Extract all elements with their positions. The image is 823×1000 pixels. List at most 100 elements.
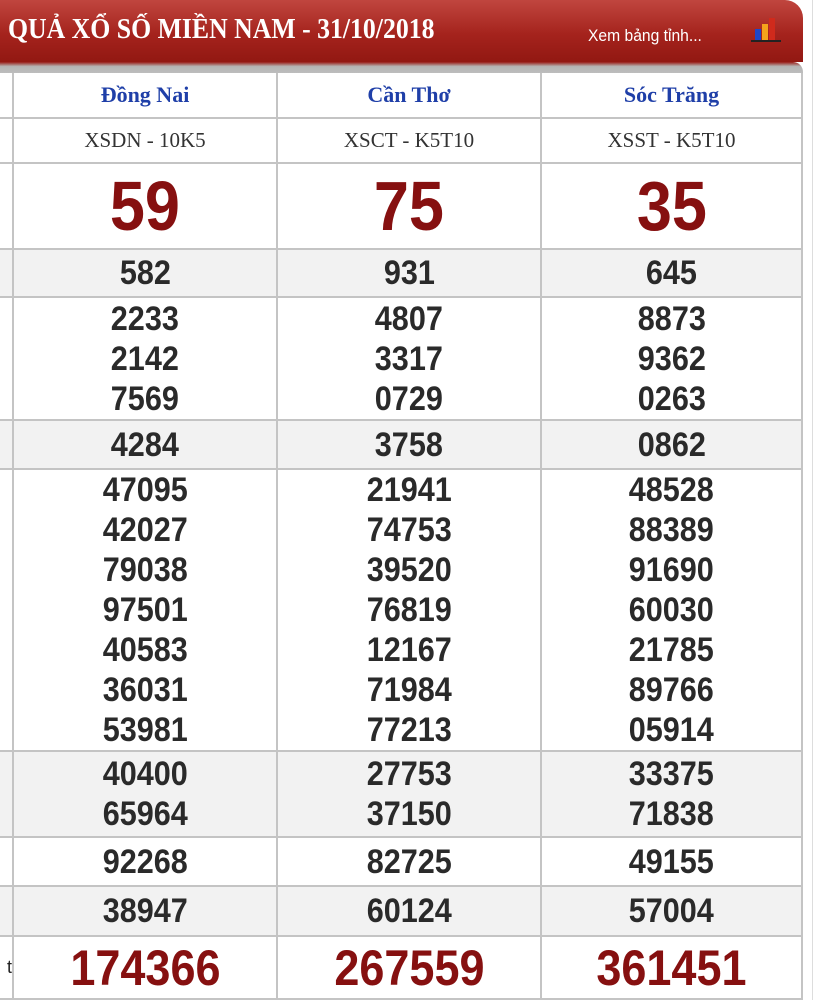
prize-row-g5: 4284 3758 0862 xyxy=(0,421,803,470)
prize-row-g8: 59 75 35 xyxy=(0,164,803,250)
prize-number: 2142 xyxy=(110,339,180,378)
prize-row-g3: 40400 65964 27753 37150 33375 71838 xyxy=(0,752,803,838)
result-cell: 267559 xyxy=(276,937,540,998)
result-cell: 82725 xyxy=(276,838,540,885)
prize-number: 582 xyxy=(119,254,171,292)
prize-number: 89766 xyxy=(628,671,715,709)
view-province-table-link[interactable]: Xem bảng tỉnh... xyxy=(588,26,702,45)
result-cell: 0862 xyxy=(540,421,803,468)
province-name: Đồng Nai xyxy=(100,82,190,107)
prize-number: 36031 xyxy=(102,671,188,709)
result-cell: Cần Thơ xyxy=(276,73,540,117)
prize-number: 82725 xyxy=(366,842,452,881)
prize-number: 0862 xyxy=(637,425,706,464)
prize-number: 2233 xyxy=(110,299,180,338)
result-cell: Đồng Nai xyxy=(12,73,276,117)
result-cell: 174366 xyxy=(12,937,276,998)
row-label-cell xyxy=(0,298,12,419)
prize-number: 267559 xyxy=(333,939,485,996)
draw-code: XSST - K5T10 xyxy=(607,128,736,152)
prize-number: 21941 xyxy=(366,471,452,509)
prize-number: 4284 xyxy=(110,425,180,464)
result-cell: 92268 xyxy=(12,838,276,885)
result-cell: 21941 74753 39520 76819 12167 71984 77213 xyxy=(276,470,540,750)
result-cell: XSDN - 10K5 xyxy=(12,119,276,162)
prize-label: t xyxy=(6,957,12,977)
row-label-cell xyxy=(0,73,12,117)
row-label-cell xyxy=(0,421,12,468)
result-cell: 47095 42027 79038 97501 40583 36031 53981 xyxy=(12,470,276,750)
prize-number: 645 xyxy=(645,254,698,292)
prize-number: 97501 xyxy=(102,591,188,629)
result-cell: 645 xyxy=(540,250,803,296)
prize-number: 92268 xyxy=(102,842,188,881)
prize-number: 48528 xyxy=(628,471,715,509)
prize-number: 49155 xyxy=(628,842,715,881)
result-cell: 361451 xyxy=(540,937,803,998)
row-label-cell xyxy=(0,470,12,750)
prize-row-g1: 38947 60124 57004 xyxy=(0,887,803,937)
prize-number: 40400 xyxy=(102,755,188,793)
prize-number: 71838 xyxy=(628,795,715,833)
province-name: Sóc Trăng xyxy=(623,82,720,107)
prize-number: 88389 xyxy=(628,511,715,549)
prize-number: 47095 xyxy=(102,471,188,509)
prize-number: 27753 xyxy=(366,755,452,793)
prize-number: 05914 xyxy=(628,711,715,749)
row-label-cell xyxy=(0,838,12,885)
prize-number: 0729 xyxy=(374,379,444,418)
prize-number: 8873 xyxy=(637,299,706,338)
draw-code: XSDN - 10K5 xyxy=(84,128,206,152)
prize-row-g6: 2233 2142 7569 4807 3317 0729 8873 9362 0263 xyxy=(0,298,803,421)
result-cell: 4807 3317 0729 xyxy=(276,298,540,419)
result-cell: 60124 xyxy=(276,887,540,935)
result-cell: 931 xyxy=(276,250,540,296)
prize-number: 60030 xyxy=(628,591,715,629)
draw-code: XSCT - K5T10 xyxy=(343,128,475,152)
code-row: XSDN - 10K5 XSCT - K5T10 XSST - K5T10 xyxy=(0,119,803,164)
bar-chart-icon[interactable] xyxy=(750,17,782,43)
prize-number: 77213 xyxy=(366,711,452,749)
prize-number: 0263 xyxy=(637,379,706,418)
row-label-cell xyxy=(0,250,12,296)
prize-number: 59 xyxy=(109,167,181,245)
prize-number: 79038 xyxy=(102,551,188,589)
row-label-cell xyxy=(0,887,12,935)
prize-number: 57004 xyxy=(628,892,715,930)
prize-number: 21785 xyxy=(628,631,715,669)
row-label-cell xyxy=(0,164,12,248)
prize-row-g7: 582 931 645 xyxy=(0,250,803,298)
prize-number: 3317 xyxy=(374,339,444,378)
result-cell: 49155 xyxy=(540,838,803,885)
page-border xyxy=(812,0,813,1000)
result-cell: Sóc Trăng xyxy=(540,73,803,117)
result-cell: 27753 37150 xyxy=(276,752,540,836)
prize-row-g2: 92268 82725 49155 xyxy=(0,838,803,887)
result-cell: 40400 65964 xyxy=(12,752,276,836)
result-cell: 57004 xyxy=(540,887,803,935)
prize-row-g4: 47095 42027 79038 97501 40583 36031 53981 21941… xyxy=(0,470,803,752)
province-name: Cần Thơ xyxy=(367,82,451,107)
prize-number: 9362 xyxy=(637,339,706,378)
prize-number: 38947 xyxy=(102,892,188,930)
result-cell: 59 xyxy=(12,164,276,248)
prize-number: 37150 xyxy=(366,795,452,833)
prize-number: 42027 xyxy=(102,511,188,549)
prize-number: 71984 xyxy=(366,671,452,709)
prize-number: 931 xyxy=(383,254,435,292)
prize-number: 40583 xyxy=(102,631,188,669)
prize-number: 174366 xyxy=(69,939,221,996)
result-cell: 4284 xyxy=(12,421,276,468)
prize-number: 35 xyxy=(636,167,707,245)
prize-number: 361451 xyxy=(596,939,747,996)
results-header: QUẢ XỔ SỐ MIỀN NAM - 31/10/2018 Xem bảng… xyxy=(0,0,803,62)
prize-number: 3758 xyxy=(374,425,444,464)
result-cell: 582 xyxy=(12,250,276,296)
prize-number: 65964 xyxy=(102,795,188,833)
result-cell: 35 xyxy=(540,164,803,248)
prize-number: 7569 xyxy=(110,379,180,418)
prize-row-db: t 174366 267559 361451 xyxy=(0,937,803,1000)
prize-number: 74753 xyxy=(366,511,452,549)
prize-number: 12167 xyxy=(366,631,452,669)
result-cell: 2233 2142 7569 xyxy=(12,298,276,419)
